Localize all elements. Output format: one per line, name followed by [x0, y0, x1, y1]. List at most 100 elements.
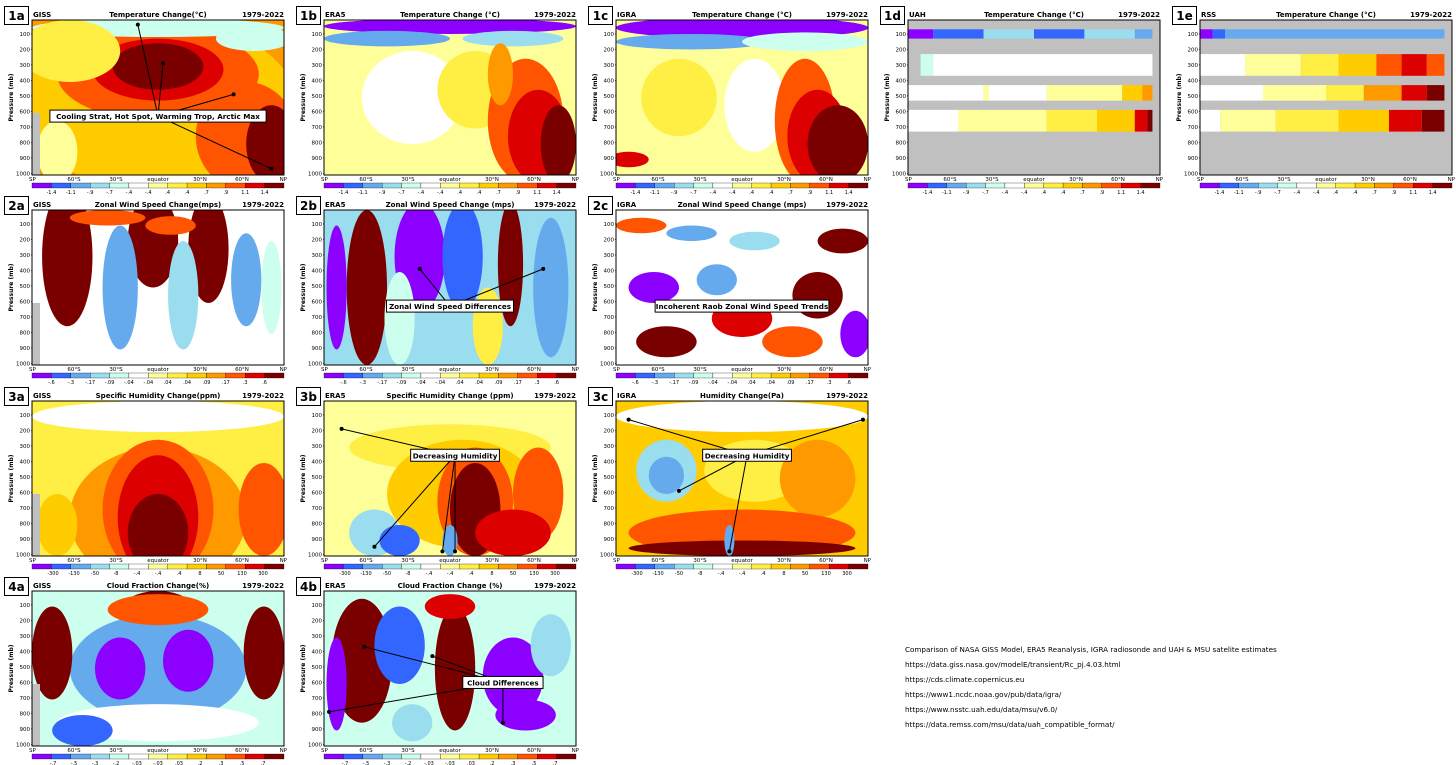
color-scale-label: -.09: [105, 380, 115, 384]
annotation-leader-line: [374, 454, 456, 548]
layer-band-cell: [1034, 29, 1085, 39]
x-tick-label: 60°S: [651, 558, 665, 564]
color-scale-label: -.4: [155, 571, 162, 575]
panel-title: Zonal Wind Speed Change(mps): [95, 201, 221, 209]
annotation-text: Decreasing Humidity: [705, 451, 790, 460]
panel-id: 3c: [593, 390, 608, 404]
x-tick-label: SP: [905, 177, 912, 183]
field-contour-region: [628, 540, 856, 556]
x-tick-label: equator: [731, 367, 753, 373]
dataset-name: RSS: [1201, 11, 1216, 19]
reference-link-era5[interactable]: https://cds.climate.copernicus.eu: [905, 675, 1025, 684]
annotation-dot: [626, 417, 631, 422]
reference-link-giss[interactable]: https://data.giss.nasa.gov/modelE/transi…: [905, 660, 1121, 669]
color-scale-swatch: [556, 182, 577, 189]
plot-area: [324, 20, 576, 175]
color-scale-swatch: [1101, 182, 1122, 189]
annotation: Incoherent Raob Zonal Wind Speed Trends: [654, 299, 830, 313]
plot-area: [32, 210, 284, 365]
color-scale-label: -1.1: [650, 190, 660, 194]
color-scale-swatch: [498, 563, 518, 570]
annotation-text: Incoherent Raob Zonal Wind Speed Trends: [656, 302, 828, 311]
color-scale: -1.4 -1.1 -.9 -.7 -.4 -.4 .4 .4 .7 .9 1.1 1.4: [907, 182, 1161, 194]
color-scale-swatch: [323, 182, 344, 189]
color-scale-swatch: [556, 563, 577, 570]
color-scale-swatch: [206, 753, 226, 760]
color-scale-swatch: [498, 182, 518, 189]
panel-badge: 1b: [296, 6, 321, 25]
panel-badge: 1c: [588, 6, 613, 25]
y-tick-label: 700: [20, 506, 31, 512]
color-scale-label: .9: [1391, 190, 1396, 194]
color-scale-swatch: [751, 563, 772, 570]
panel-period: 1979-2022: [1118, 11, 1160, 19]
color-scale-label: -.3: [359, 380, 366, 384]
field-contour-region: [145, 216, 196, 235]
y-tick-label: 1000: [16, 552, 30, 558]
color-scale-swatch: [829, 563, 849, 570]
reference-link-uah[interactable]: https://www.nsstc.uah.edu/data/msu/v6.0/: [905, 705, 1058, 714]
color-scale-swatch: [90, 753, 110, 760]
y-tick-label: 400: [312, 78, 323, 84]
color-scale-label: .04: [456, 380, 464, 384]
layer-band-cell: [1200, 109, 1221, 132]
annotation-dot: [135, 22, 140, 27]
x-tick-label: 30°N: [777, 177, 791, 183]
x-tick-label: 60°N: [527, 748, 541, 754]
color-scale-swatch: [51, 182, 71, 189]
plot-frame: [31, 590, 285, 747]
panel-title: Zonal Wind Speed Change (mps): [386, 201, 515, 209]
color-scale-label: -.9: [379, 190, 386, 194]
y-tick-label: 800: [604, 521, 615, 527]
x-tick-label: NP: [572, 558, 580, 564]
y-tick-label: 700: [604, 506, 615, 512]
field-contour-region: [69, 210, 146, 226]
field-contour-region: [243, 606, 284, 700]
plot-area: [616, 20, 868, 175]
y-tick-label: 600: [20, 680, 31, 686]
x-tick-label: equator: [147, 558, 169, 564]
color-scale-label: -1.4: [339, 190, 349, 194]
x-tick-label: NP: [864, 558, 872, 564]
color-scale-label: -.17: [377, 380, 387, 384]
annotation-dot: [362, 644, 367, 649]
x-tick-label: 30°N: [193, 367, 207, 373]
color-scale-swatch: [51, 753, 71, 760]
field-contour-region: [188, 210, 229, 303]
color-scale-label: -.7: [50, 761, 57, 765]
color-scale-label: -.7: [106, 190, 113, 194]
color-scale: -300 -130 -50 -8 -.4 -.4 .4 8 50 130 300: [615, 563, 869, 575]
y-tick-label: 200: [896, 47, 907, 53]
y-axis-label: Pressure (mb): [300, 263, 307, 311]
color-scale-label: -.9: [1255, 190, 1262, 194]
y-tick-label: 300: [312, 444, 323, 450]
color-scale: -1.4 -1.1 -.9 -.7 -.4 -.4 .4 .4 .7 .9 1.1 1.4: [31, 182, 285, 194]
y-tick-label: 900: [604, 346, 615, 352]
color-scale-label: -.03: [424, 761, 434, 765]
panel-3a-svg: 3a GISS Specific Humidity Change(ppm) 1979-…: [4, 387, 288, 575]
y-tick-label: 100: [604, 32, 615, 38]
reference-link-rss[interactable]: https://data.remss.com/msu/data/uah_comp…: [905, 720, 1115, 729]
y-tick-label: 500: [20, 665, 31, 671]
color-scale-swatch: [51, 372, 71, 379]
color-scale-swatch: [70, 563, 91, 570]
reference-link-igra[interactable]: https://www1.ncdc.noaa.gov/pub/data/igra…: [905, 690, 1062, 699]
y-tick-label: 900: [20, 346, 31, 352]
panel-badge-box: [296, 577, 321, 596]
y-tick-label: 800: [20, 140, 31, 146]
field-contour-region: [215, 26, 284, 51]
layer-band-cell: [1147, 109, 1153, 132]
y-tick-label: 700: [312, 125, 323, 131]
color-scale-label: -.04: [416, 380, 426, 384]
y-axis-label: Pressure (mb): [300, 644, 307, 692]
layer-band-cell: [908, 29, 934, 39]
color-scale-swatch: [323, 372, 344, 379]
color-scale-swatch: [167, 182, 188, 189]
y-tick-label: 1000: [308, 361, 322, 367]
annotation-text: Zonal Wind Speed Differences: [389, 302, 511, 311]
plot-area: [324, 591, 576, 746]
color-scale-label: -.9: [87, 190, 94, 194]
color-scale-label: -.3: [651, 380, 658, 384]
color-scale-swatch: [382, 753, 402, 760]
x-tick-label: equator: [1315, 177, 1337, 183]
